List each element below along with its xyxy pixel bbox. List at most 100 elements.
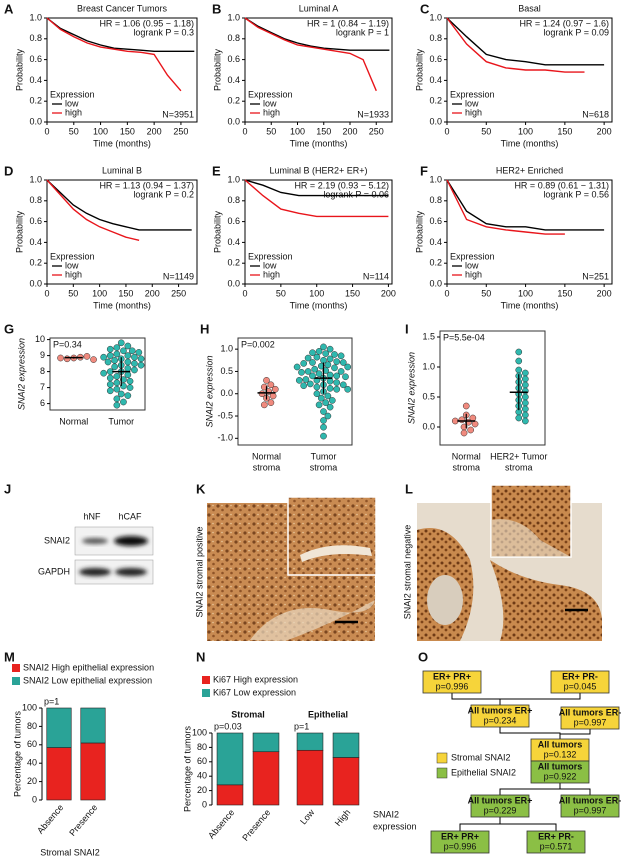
x-tick-label: stroma	[253, 462, 281, 472]
tree-edge	[451, 693, 501, 705]
data-point	[135, 349, 143, 356]
data-point	[471, 420, 479, 428]
node-p-value: p=0.997	[574, 805, 607, 815]
legend-label: high	[263, 269, 280, 279]
legend-title: Expression	[248, 89, 293, 99]
annotation: P=0.34	[53, 339, 82, 349]
data-point	[131, 360, 138, 367]
y-tick-label: 0.4	[227, 237, 240, 247]
tree-edge	[559, 783, 591, 795]
x-tick-label: 50	[481, 126, 491, 136]
x-tick-label: Presence	[240, 807, 272, 843]
y-tick-label: 8	[40, 366, 45, 376]
legend-label: low	[263, 260, 277, 270]
data-point	[344, 385, 352, 393]
panel-label: L	[405, 481, 413, 496]
y-tick-label: 10	[35, 334, 45, 344]
data-point	[302, 376, 310, 383]
band	[114, 536, 148, 546]
tree-edge	[499, 783, 561, 795]
legend-title: Expression	[50, 89, 95, 99]
data-point	[300, 382, 308, 390]
node-p-value: p=0.229	[484, 805, 517, 815]
x-tick-label: 150	[118, 288, 133, 298]
annotation: logrank P = 0.3	[133, 27, 194, 37]
data-point	[337, 368, 345, 375]
tree-node	[560, 706, 620, 730]
x-axis-label: Time (months)	[290, 300, 348, 310]
chart-title: Luminal A	[299, 3, 339, 13]
survival-curve	[446, 179, 565, 235]
ihc-image: SNAI2 stromal negative	[402, 484, 602, 641]
data-point	[522, 411, 529, 419]
data-point	[267, 399, 275, 406]
data-point	[522, 405, 529, 413]
survival-curve	[244, 17, 390, 51]
legend-swatch	[436, 767, 448, 779]
data-point	[317, 394, 325, 402]
legend-label: Ki67 High expression	[213, 674, 298, 684]
legend-label: low	[65, 260, 79, 270]
x-tick-label: 100	[92, 288, 107, 298]
node-label: All tumors	[538, 739, 583, 749]
data-point	[515, 357, 523, 365]
x-axis-label: Time (months)	[501, 300, 559, 310]
data-point	[462, 402, 470, 410]
data-point	[260, 383, 268, 391]
x-tick-label: stroma	[452, 462, 480, 472]
data-point	[320, 408, 327, 415]
x-tick-label: 100	[290, 126, 305, 136]
data-point	[131, 353, 138, 361]
survival-curve	[46, 179, 140, 241]
y-tick-label: 60	[27, 739, 37, 749]
y-tick-label: 0.0	[429, 278, 442, 288]
data-point	[260, 401, 268, 409]
data-point	[515, 348, 523, 356]
survival-curve	[244, 179, 389, 197]
x-tick-label: Normal	[59, 416, 88, 426]
data-point	[113, 373, 121, 380]
stroma-region	[427, 575, 463, 625]
x-tick-label: Normal	[252, 451, 281, 461]
data-point	[120, 347, 127, 355]
panel-label: M	[4, 649, 15, 664]
data-point	[313, 383, 321, 391]
tree-edge	[499, 817, 557, 831]
y-tick-label: 0.4	[429, 237, 442, 247]
data-point	[324, 412, 332, 420]
y-tick-label: 0.8	[29, 195, 42, 205]
annotation: P=5.5e-04	[443, 332, 485, 342]
data-point	[458, 416, 466, 424]
data-point	[267, 381, 275, 389]
annotation: p=0.03	[214, 721, 242, 731]
data-point	[313, 390, 321, 398]
legend-label: Ki67 Low expression	[213, 687, 296, 697]
data-point	[311, 365, 319, 373]
node-label: All tumors	[538, 761, 583, 771]
y-tick-label: 0.0	[29, 278, 42, 288]
x-tick-label: 200	[597, 288, 612, 298]
data-point	[522, 417, 529, 425]
y-tick-label: 0.6	[29, 216, 42, 226]
legend-swatch	[436, 752, 448, 764]
data-point	[269, 392, 277, 400]
legend-label: high	[465, 107, 482, 117]
legend-label: SNAI2 High epithelial expression	[23, 662, 154, 672]
x-tick-label: 50	[266, 126, 276, 136]
data-point	[337, 352, 345, 360]
x-tick-label: 50	[68, 288, 78, 298]
data-point	[309, 359, 316, 366]
data-point	[326, 345, 334, 353]
data-point	[515, 366, 523, 374]
panel-label: F	[420, 163, 428, 178]
image-caption: SNAI2 stromal positive	[194, 526, 204, 617]
y-tick-label: 20	[27, 776, 37, 786]
y-tick-label: 0.2	[29, 258, 42, 268]
tree-node	[430, 830, 490, 854]
y-axis-label: Probability	[212, 210, 222, 253]
y-tick-label: 0.0	[422, 421, 435, 431]
panel-label: K	[196, 481, 206, 496]
data-point	[304, 368, 312, 375]
bar-segment	[80, 742, 106, 801]
node-label: All tumors ER+	[468, 795, 533, 805]
